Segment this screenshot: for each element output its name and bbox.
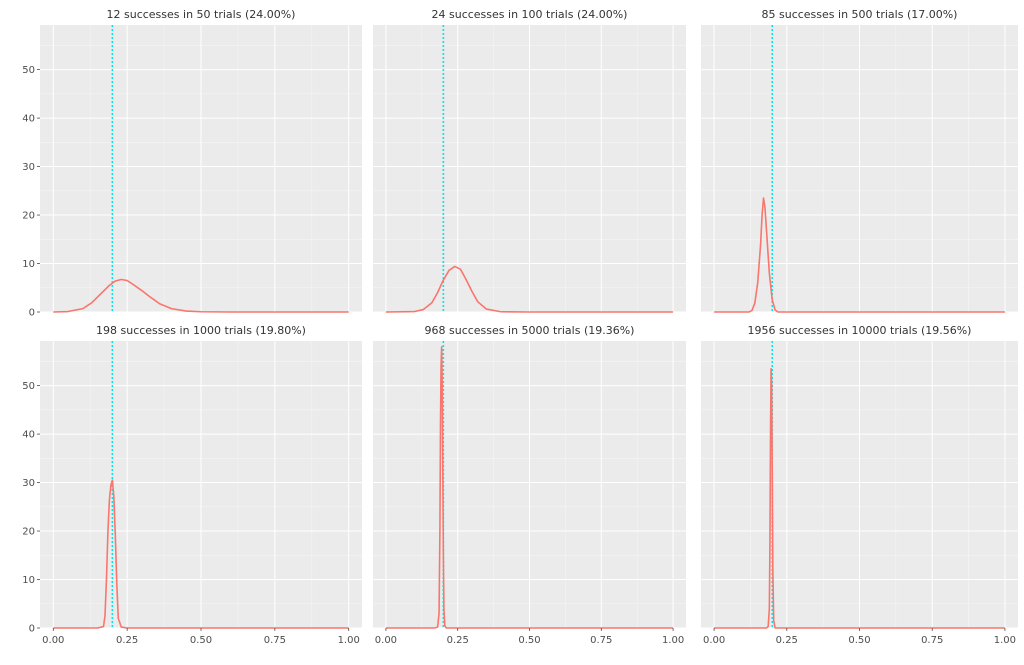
facet-panel: 198 successes in 1000 trials (19.80%) 0.0…	[22, 324, 362, 646]
facet-panel: 12 successes in 50 trials (24.00%) 0 10 20 3…	[22, 8, 362, 319]
density-line	[53, 278, 349, 313]
y-tick-label: 0	[29, 308, 35, 319]
y-tick-label: 30	[22, 162, 35, 173]
panel-title: 85 successes in 500 trials (17.00%)	[762, 8, 958, 21]
x-tick-label: 0.25	[116, 635, 138, 646]
y-tick-label: 50	[22, 65, 35, 76]
x-tick-label: 0.00	[375, 635, 397, 646]
facet-panel: 85 successes in 500 trials (17.00%)	[701, 8, 1018, 313]
facet-panel: 24 successes in 100 trials (24.00%)	[373, 8, 686, 313]
x-tick-label: 0.25	[447, 635, 469, 646]
x-tick-label: 1.00	[662, 635, 684, 646]
y-tick-label: 40	[22, 114, 35, 125]
panel-title: 12 successes in 50 trials (24.00%)	[107, 8, 296, 21]
y-tick-label: 0	[29, 624, 35, 635]
x-tick-label: 0.75	[264, 635, 286, 646]
y-tick-label: 20	[22, 211, 35, 222]
x-tick-label: 1.00	[994, 635, 1016, 646]
x-tick-label: 0.50	[848, 635, 870, 646]
facet-panel: 968 successes in 5000 trials (19.36%) 0.0…	[373, 324, 686, 646]
facet-panel: 1956 successes in 10000 trials (19.56%) 0…	[701, 324, 1018, 646]
y-tick-label: 30	[22, 478, 35, 489]
panel-title: 968 successes in 5000 trials (19.36%)	[425, 324, 635, 337]
panel-title: 1956 successes in 10000 trials (19.56%)	[748, 324, 972, 337]
y-tick-label: 10	[22, 259, 35, 270]
x-tick-label: 0.25	[776, 635, 798, 646]
y-tick-label: 40	[22, 430, 35, 441]
x-tick-label: 0.75	[590, 635, 612, 646]
density-line	[714, 367, 1005, 629]
x-tick-label: 0.00	[42, 635, 64, 646]
x-tick-label: 0.50	[518, 635, 540, 646]
density-line	[385, 346, 674, 629]
panel-title: 24 successes in 100 trials (24.00%)	[432, 8, 628, 21]
x-tick-label: 0.75	[921, 635, 943, 646]
x-tick-label: 1.00	[338, 635, 360, 646]
density-line	[53, 479, 349, 629]
x-tick-label: 0.00	[703, 635, 725, 646]
density-line	[385, 265, 674, 313]
density-line	[714, 197, 1005, 313]
y-tick-label: 20	[22, 527, 35, 538]
y-tick-label: 10	[22, 575, 35, 586]
x-tick-label: 0.50	[190, 635, 212, 646]
y-tick-label: 50	[22, 381, 35, 392]
panel-title: 198 successes in 1000 trials (19.80%)	[96, 324, 306, 337]
